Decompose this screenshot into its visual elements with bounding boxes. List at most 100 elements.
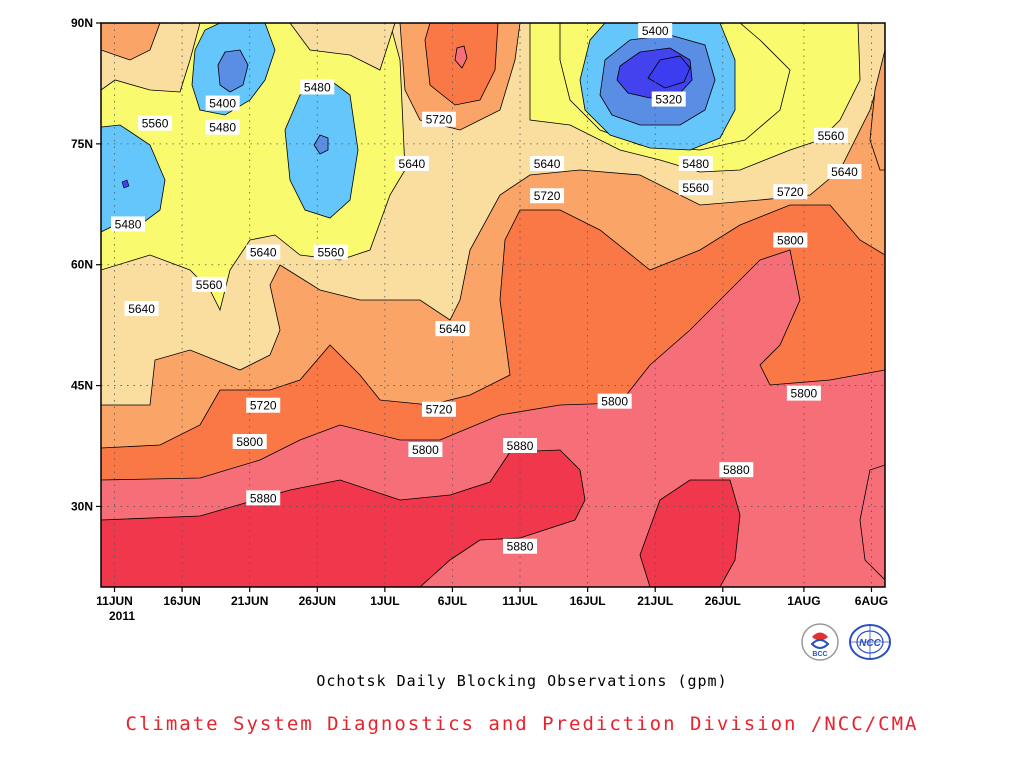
y-tick-label: 60N [71, 258, 93, 272]
ncc-logo-icon: NCC [846, 622, 891, 662]
band-5560-cap [289, 23, 396, 71]
y-tick-label: 45N [71, 379, 93, 393]
contour-label: 5880 [719, 462, 754, 478]
x-tick-label: 1JUL [370, 594, 399, 608]
x-tick-label: 6JUL [438, 594, 467, 608]
contour-label: 5640 [435, 321, 470, 337]
contour-label: 5560 [813, 127, 848, 143]
y-axis: 30N 45N 60N 75N 90N [71, 16, 101, 513]
contour-label: 5480 [111, 216, 146, 232]
contour-label-bg [773, 232, 808, 248]
contour-label-text: 5880 [507, 439, 534, 453]
contour-label-bg [651, 91, 686, 107]
grid-lines [101, 23, 885, 587]
contour-label-bg [597, 393, 632, 409]
ncc-logo-text: NCC [859, 638, 881, 649]
x-tick-label: 21JUN [231, 594, 268, 608]
contour-label-bg [638, 23, 673, 39]
contour-label-text: 5400 [642, 24, 669, 38]
low-5400-b [313, 134, 329, 155]
contour-label-text: 5640 [399, 157, 426, 171]
contour-label: 5800 [232, 433, 267, 449]
contour-label-bg [111, 216, 146, 232]
contour-label: 5880 [246, 490, 281, 506]
x-tick-label: 6AUG [855, 594, 888, 608]
contour-label-bg [827, 164, 862, 180]
contour-label: 5640 [394, 156, 429, 171]
contour-label-text: 5560 [142, 117, 169, 131]
contour-label: 5880 [503, 438, 538, 453]
bcc-logo-icon: BCC [800, 622, 840, 662]
contour-label: 5720 [246, 397, 281, 413]
x-tick-label: 26JUL [705, 594, 741, 608]
contour-label: 5560 [313, 244, 348, 260]
contour-label-text: 5320 [655, 93, 682, 107]
contour-label-text: 5800 [236, 435, 263, 449]
low-5480-west [101, 124, 166, 233]
contour-label-text: 5480 [304, 80, 331, 94]
contour-label: 5800 [773, 232, 808, 248]
contour-label-text: 5400 [209, 97, 236, 111]
plot-frame [100, 22, 886, 588]
contour-label-bg [313, 244, 348, 260]
contour-label-text: 5560 [317, 246, 344, 260]
x-tick-label: 11JUL [502, 594, 537, 608]
contour-label: 5720 [530, 188, 565, 204]
contour-label-text: 5720 [534, 189, 561, 203]
contour-label-bg [530, 188, 565, 204]
contour-label-bg [719, 462, 754, 478]
band-5800-pole [454, 45, 468, 69]
contour-label: 5720 [773, 184, 808, 200]
contour-label-bg [246, 490, 281, 506]
contour-label-bg [773, 184, 808, 200]
contour-label-bg [205, 119, 240, 135]
low-5400-a [217, 49, 249, 93]
x-tick-label: 26JUN [299, 594, 336, 608]
contour-label-bg [246, 397, 281, 413]
contour-label: 5480 [300, 79, 335, 95]
contour-label-bg [246, 244, 281, 260]
contour-label-text: 5800 [791, 387, 818, 401]
contour-label: 5800 [597, 393, 632, 409]
contour-label: 5640 [246, 244, 281, 260]
contour-label-bg [421, 401, 456, 417]
y-tick-label: 30N [71, 499, 93, 513]
contour-label-bg [435, 321, 470, 337]
contour-label-text: 5480 [682, 157, 709, 171]
band-5640-cap [101, 23, 161, 61]
contour-label-text: 5720 [426, 113, 453, 127]
contour-label-text: 5640 [250, 246, 277, 260]
x-axis: 11JUN 16JUN 21JUN 26JUN 1JUL 6JUL 11JUL 16JUL 21… [96, 587, 888, 608]
contour-label-bg [300, 79, 335, 95]
contour-label-bg [408, 442, 443, 458]
contour-label-bg [394, 156, 429, 171]
contour-label-bg [678, 180, 713, 196]
contour-label-bg [813, 127, 848, 143]
contour-label: 5400 [638, 23, 673, 39]
contour-label-bg [503, 438, 538, 453]
contour-labels: 5400 5480 5400 5560 5480 5720 5320 5560 5640 5640… [111, 23, 862, 554]
contour-label-text: 5880 [723, 463, 750, 477]
contour-label-text: 5720 [426, 403, 453, 417]
contour-label-bg [124, 301, 159, 317]
contour-label-text: 5800 [412, 443, 439, 457]
contour-label-text: 5560 [682, 181, 709, 195]
x-tick-label: 16JUN [163, 594, 200, 608]
contour-label: 5800 [786, 385, 821, 401]
contour-label: 5880 [503, 538, 538, 554]
contour-label-text: 5640 [831, 165, 858, 179]
contour-label-text: 5720 [777, 185, 804, 199]
contour-label: 5560 [138, 115, 173, 131]
contour-label-text: 5480 [209, 121, 236, 135]
contour-label-text: 5560 [196, 278, 223, 292]
contour-label-bg [503, 538, 538, 554]
contour-fills [101, 23, 885, 587]
contour-label-bg [232, 433, 267, 449]
contour-label: 5720 [421, 111, 456, 127]
contour-label: 5480 [678, 156, 713, 171]
contour-label-bg [678, 156, 713, 171]
contour-label-bg [786, 385, 821, 401]
low-5320-core [647, 55, 691, 89]
contour-label: 5480 [205, 119, 240, 135]
